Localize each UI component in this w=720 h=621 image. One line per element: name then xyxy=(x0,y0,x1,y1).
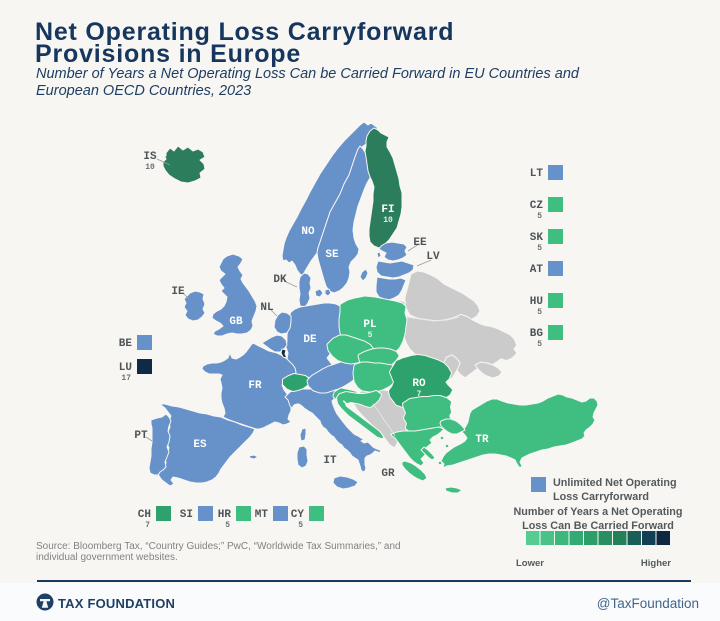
svg-text:Loss Carryforward: Loss Carryforward xyxy=(553,491,649,503)
svg-text:Higher: Higher xyxy=(641,558,671,569)
svg-text:5: 5 xyxy=(298,521,303,530)
svg-text:IS: IS xyxy=(143,151,157,163)
svg-text:IT: IT xyxy=(323,455,337,467)
svg-text:5: 5 xyxy=(537,244,542,253)
svg-text:10: 10 xyxy=(145,163,155,172)
svg-text:TR: TR xyxy=(475,434,489,446)
svg-text:LT: LT xyxy=(530,168,544,180)
svg-text:PL: PL xyxy=(363,319,377,331)
svg-text:DK: DK xyxy=(273,274,287,286)
svg-text:CH: CH xyxy=(138,509,151,521)
svg-text:LU: LU xyxy=(119,362,132,374)
svg-text:PT: PT xyxy=(134,430,148,442)
svg-text:NL: NL xyxy=(260,302,274,314)
svg-text:Lower: Lower xyxy=(516,558,544,569)
svg-text:HR: HR xyxy=(218,509,232,521)
svg-text:Unlimited Net Operating: Unlimited Net Operating xyxy=(553,477,677,489)
svg-text:7: 7 xyxy=(145,521,150,530)
svg-text:SI: SI xyxy=(180,509,193,521)
svg-text:5: 5 xyxy=(537,308,542,317)
svg-text:HU: HU xyxy=(530,296,543,308)
svg-text:MT: MT xyxy=(255,509,269,521)
svg-text:5: 5 xyxy=(225,521,230,530)
svg-text:IE: IE xyxy=(171,286,185,298)
svg-text:GB: GB xyxy=(229,316,243,328)
svg-text:CZ: CZ xyxy=(530,200,544,212)
svg-text:FR: FR xyxy=(248,380,262,392)
svg-text:LV: LV xyxy=(426,251,440,263)
svg-text:AT: AT xyxy=(530,264,544,276)
svg-text:RO: RO xyxy=(412,378,426,390)
svg-text:CY: CY xyxy=(291,509,305,521)
svg-text:5: 5 xyxy=(537,340,542,349)
svg-text:EE: EE xyxy=(413,237,427,249)
svg-text:Number of Years a Net Operatin: Number of Years a Net Operating xyxy=(513,506,682,518)
svg-text:Loss Can Be Carried Forward: Loss Can Be Carried Forward xyxy=(522,520,674,532)
svg-text:BE: BE xyxy=(119,338,133,350)
svg-text:DE: DE xyxy=(303,334,317,346)
svg-text:FI: FI xyxy=(381,204,394,216)
svg-text:NO: NO xyxy=(301,226,315,238)
svg-text:SE: SE xyxy=(325,249,339,261)
svg-text:SK: SK xyxy=(530,232,544,244)
svg-text:ES: ES xyxy=(193,439,207,451)
svg-text:BG: BG xyxy=(530,328,544,340)
svg-text:7: 7 xyxy=(417,390,422,399)
svg-text:17: 17 xyxy=(121,374,131,383)
svg-text:5: 5 xyxy=(368,331,373,340)
svg-text:10: 10 xyxy=(383,216,393,225)
svg-text:5: 5 xyxy=(537,212,542,221)
svg-text:GR: GR xyxy=(381,468,395,480)
